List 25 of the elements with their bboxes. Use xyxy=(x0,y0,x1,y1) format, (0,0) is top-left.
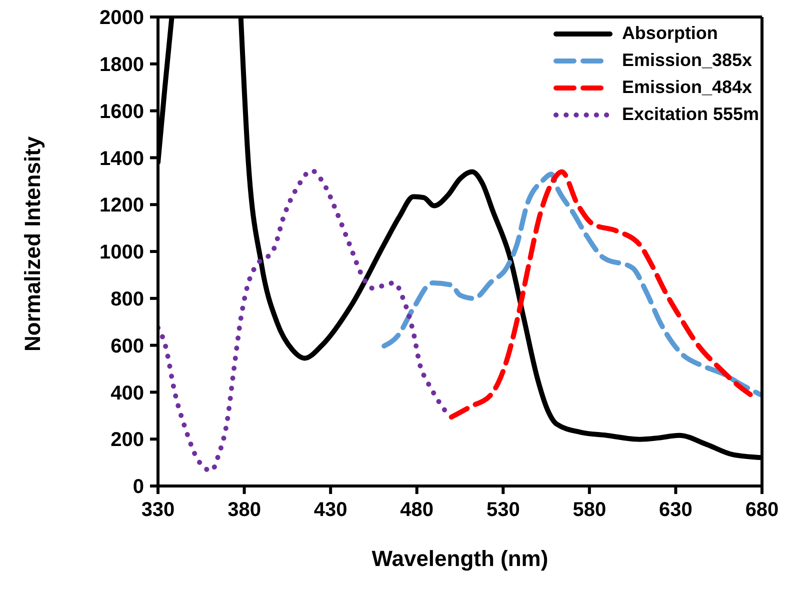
x-tick-label: 380 xyxy=(228,499,261,522)
y-tick-label: 1800 xyxy=(100,54,144,76)
x-tick-label: 580 xyxy=(572,499,606,522)
y-tick-label: 1000 xyxy=(100,242,144,264)
x-tick-label: 680 xyxy=(745,499,779,522)
legend-label: Emission_385x xyxy=(622,50,752,71)
y-tick-label: 600 xyxy=(110,335,144,358)
y-tick-label: 1200 xyxy=(100,194,144,217)
y-tick-label: 1400 xyxy=(100,148,144,170)
x-tick-label: 430 xyxy=(314,499,348,522)
x-tick-label: 630 xyxy=(659,499,692,522)
x-tick-label: 330 xyxy=(141,499,175,522)
legend-label: Emission_484x xyxy=(622,77,752,98)
x-axis-title: Wavelength (nm) xyxy=(372,546,548,571)
legend-label: Absorption xyxy=(622,23,718,44)
y-tick-label: 2000 xyxy=(100,7,144,30)
y-tick-label: 0 xyxy=(132,476,144,498)
y-tick-label: 1600 xyxy=(100,100,144,123)
y-axis-title: Normalized Intensity xyxy=(20,136,45,352)
x-tick-label: 530 xyxy=(486,499,520,522)
y-tick-label: 800 xyxy=(110,288,144,310)
y-tick-label: 200 xyxy=(110,429,144,452)
x-tick-label: 480 xyxy=(400,499,434,522)
y-tick-label: 400 xyxy=(110,382,144,404)
legend-label: Excitation 555m xyxy=(622,104,759,125)
